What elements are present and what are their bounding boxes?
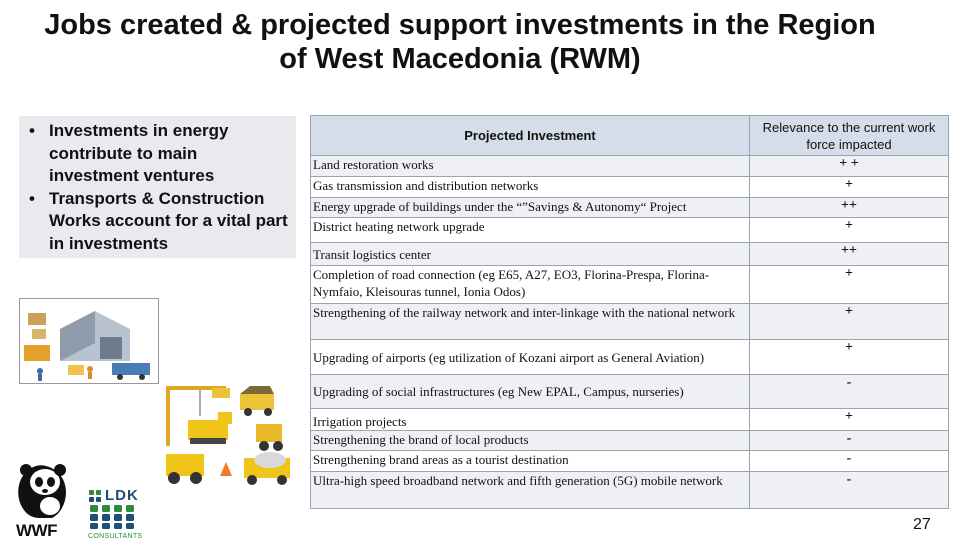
table-row: Energy upgrade of buildings under the “”… — [310, 197, 949, 218]
investment-cell: Upgrading of airports (eg utilization of… — [310, 339, 750, 375]
table-row: Ultra-high speed broadband network and f… — [310, 471, 949, 509]
ldk-squares-icon — [90, 505, 134, 529]
investment-cell: Transit logistics center — [310, 242, 750, 266]
table-row: Strengthening the brand of local product… — [310, 430, 949, 451]
construction-icon — [166, 386, 290, 485]
table-header-row: Projected Investment Relevance to the cu… — [310, 115, 949, 156]
investment-cell: District heating network upgrade — [310, 217, 750, 243]
investment-cell: Completion of road connection (eg E65, A… — [310, 265, 750, 304]
relevance-cell: + + — [749, 155, 949, 177]
table-row: Upgrading of social infrastructures (eg … — [310, 374, 949, 409]
table-row: Transit logistics center ++ — [310, 242, 949, 266]
investment-cell: Energy upgrade of buildings under the “”… — [310, 197, 750, 218]
ldk-mark-icon — [89, 489, 101, 502]
relevance-cell: - — [749, 471, 949, 509]
slide-title-line2: of West Macedonia (RWM) — [279, 43, 641, 75]
investment-table: Projected Investment Relevance to the cu… — [310, 115, 949, 509]
warehouse-icon — [24, 311, 150, 381]
bullet-item-transport: Transports & Construction Works account … — [27, 188, 290, 256]
construction-illustration — [160, 380, 300, 489]
table-row: Irrigation projects + — [310, 408, 949, 431]
relevance-cell: + — [749, 303, 949, 340]
investment-cell: Strengthening brand areas as a tourist d… — [310, 450, 750, 472]
relevance-cell: + — [749, 339, 949, 375]
panda-icon — [18, 464, 66, 518]
investment-cell: Irrigation projects — [310, 408, 750, 431]
investment-cell: Strengthening the brand of local product… — [310, 430, 750, 451]
relevance-cell: ++ — [749, 197, 949, 218]
ldk-logo-text: LDK — [105, 487, 139, 504]
relevance-cell: - — [749, 374, 949, 409]
investment-cell: Gas transmission and distribution networ… — [310, 176, 750, 198]
bullet-item-energy: Investments in energy contribute to main… — [27, 120, 290, 188]
relevance-cell: + — [749, 265, 949, 304]
page-number: 27 — [913, 516, 931, 533]
table-row: District heating network upgrade + — [310, 217, 949, 243]
table-row: Gas transmission and distribution networ… — [310, 176, 949, 198]
relevance-cell: - — [749, 430, 949, 451]
table-row: Land restoration works + + — [310, 155, 949, 177]
slide-title: Jobs created & projected support investm… — [10, 8, 910, 76]
relevance-cell: + — [749, 217, 949, 243]
table-row: Strengthening brand areas as a tourist d… — [310, 450, 949, 472]
investment-cell: Land restoration works — [310, 155, 750, 177]
header-projected-investment: Projected Investment — [310, 115, 750, 156]
wwf-logo: WWF — [12, 460, 72, 540]
table-row: Strengthening of the railway network and… — [310, 303, 949, 340]
relevance-cell: + — [749, 176, 949, 198]
relevance-cell: + — [749, 408, 949, 431]
investment-cell: Ultra-high speed broadband network and f… — [310, 471, 750, 509]
table-row: Upgrading of airports (eg utilization of… — [310, 339, 949, 375]
slide-title-line1: Jobs created & projected support investm… — [44, 9, 876, 41]
ldk-subtitle: CONSULTANTS — [88, 533, 143, 540]
table-row: Completion of road connection (eg E65, A… — [310, 265, 949, 304]
investment-cell: Upgrading of social infrastructures (eg … — [310, 374, 750, 409]
wwf-logo-text: WWF — [16, 521, 57, 540]
header-relevance: Relevance to the current work force impa… — [749, 115, 949, 156]
relevance-cell: - — [749, 450, 949, 472]
logistics-illustration — [19, 298, 159, 384]
relevance-cell: ++ — [749, 242, 949, 266]
investment-cell: Strengthening of the railway network and… — [310, 303, 750, 340]
ldk-logo: LDK CONSULTANTS — [88, 487, 158, 542]
bullet-box: Investments in energy contribute to main… — [19, 116, 296, 258]
bullet-list: Investments in energy contribute to main… — [27, 120, 290, 255]
